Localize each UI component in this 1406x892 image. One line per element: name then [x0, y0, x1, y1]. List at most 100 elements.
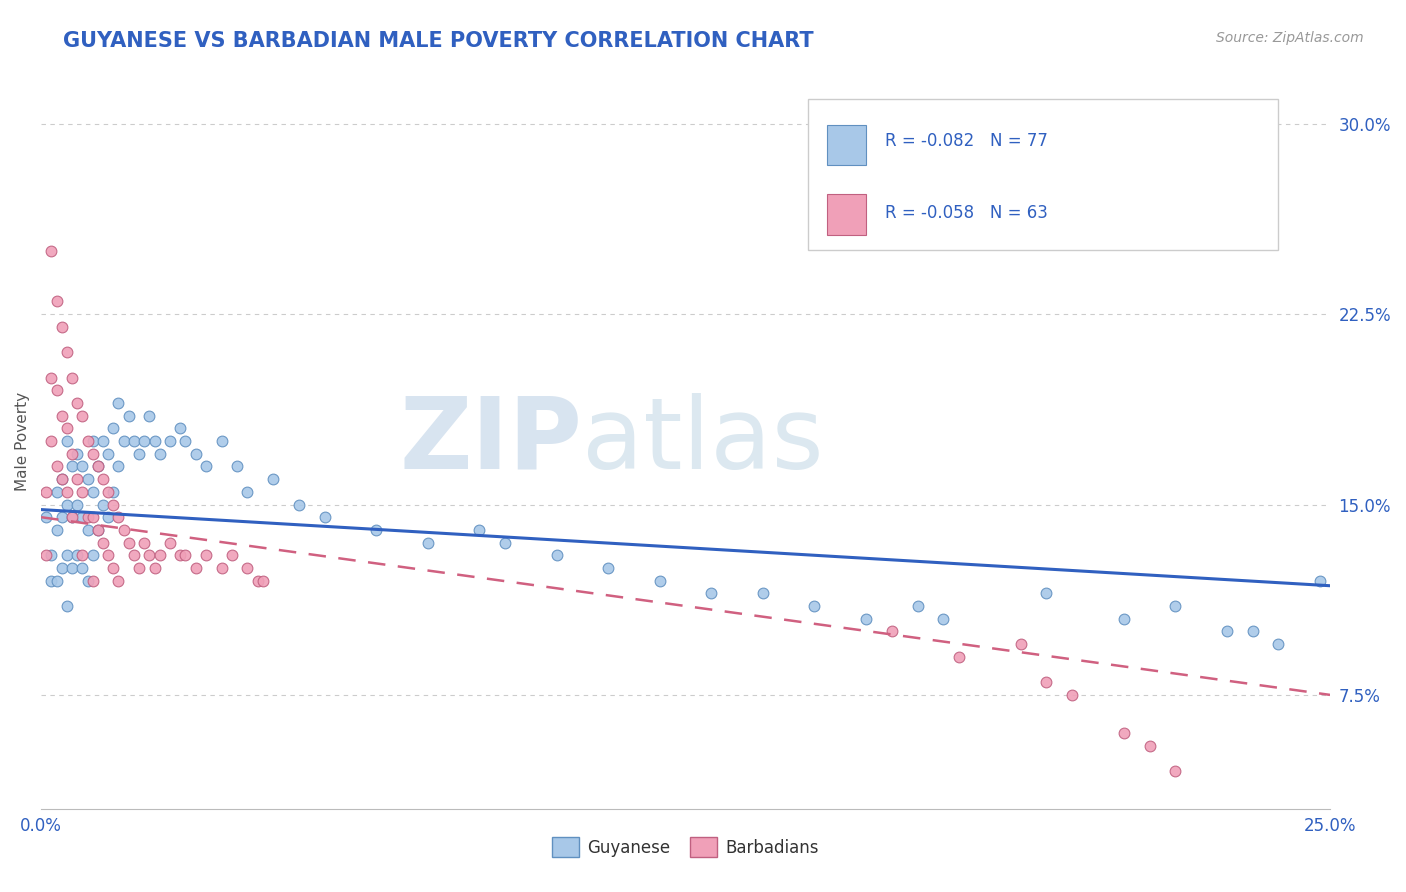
Point: [366, 523, 388, 537]
Point: [226, 459, 249, 474]
Point: [51, 472, 73, 486]
Point: [184, 447, 207, 461]
Point: [41, 370, 63, 384]
Point: [134, 434, 156, 448]
Point: [51, 510, 73, 524]
Point: [87, 523, 110, 537]
Point: [314, 510, 336, 524]
Point: [82, 510, 104, 524]
Point: [91, 434, 114, 448]
Point: [87, 459, 110, 474]
Point: [72, 484, 94, 499]
Point: [236, 561, 259, 575]
Point: [97, 549, 120, 563]
Point: [66, 472, 89, 486]
Point: [1216, 624, 1239, 639]
Point: [76, 523, 98, 537]
Point: [112, 523, 135, 537]
Point: [35, 484, 58, 499]
FancyBboxPatch shape: [827, 125, 866, 165]
Point: [174, 434, 197, 448]
Point: [51, 561, 73, 575]
Point: [184, 561, 207, 575]
Point: [118, 535, 141, 549]
Point: [60, 561, 83, 575]
Point: [1164, 764, 1187, 778]
Point: [103, 484, 125, 499]
Point: [262, 472, 284, 486]
Point: [416, 535, 439, 549]
Point: [236, 484, 259, 499]
Point: [169, 421, 191, 435]
Point: [72, 561, 94, 575]
Point: [76, 434, 98, 448]
Point: [103, 421, 125, 435]
Point: [1112, 726, 1135, 740]
Point: [45, 484, 67, 499]
Point: [169, 549, 191, 563]
Point: [56, 599, 79, 613]
Point: [45, 294, 67, 309]
Point: [1062, 688, 1084, 702]
Y-axis label: Male Poverty: Male Poverty: [15, 392, 30, 491]
Point: [82, 434, 104, 448]
Point: [1309, 574, 1331, 588]
Point: [107, 574, 129, 588]
Point: [107, 396, 129, 410]
Text: Source: ZipAtlas.com: Source: ZipAtlas.com: [1216, 31, 1364, 45]
Point: [45, 459, 67, 474]
Point: [76, 574, 98, 588]
Point: [60, 510, 83, 524]
Point: [195, 549, 218, 563]
Point: [56, 549, 79, 563]
Point: [41, 549, 63, 563]
Point: [803, 599, 825, 613]
Point: [134, 535, 156, 549]
Point: [76, 510, 98, 524]
Point: [72, 459, 94, 474]
Point: [288, 498, 311, 512]
Point: [87, 459, 110, 474]
Point: [45, 523, 67, 537]
Point: [118, 409, 141, 423]
Point: [51, 472, 73, 486]
Point: [56, 421, 79, 435]
Point: [1139, 739, 1161, 753]
Point: [1241, 624, 1264, 639]
FancyBboxPatch shape: [808, 99, 1278, 250]
Legend: Guyanese, Barbadians: Guyanese, Barbadians: [546, 830, 825, 863]
Point: [122, 434, 145, 448]
Point: [51, 319, 73, 334]
Point: [103, 498, 125, 512]
Point: [56, 434, 79, 448]
Point: [149, 549, 172, 563]
Point: [56, 345, 79, 359]
Text: atlas: atlas: [582, 392, 824, 490]
Point: [1164, 599, 1187, 613]
Point: [56, 498, 79, 512]
Point: [143, 434, 166, 448]
Point: [72, 409, 94, 423]
Point: [82, 574, 104, 588]
Point: [66, 447, 89, 461]
Point: [1035, 675, 1057, 690]
Point: [1267, 637, 1289, 651]
Point: [159, 535, 181, 549]
Point: [91, 498, 114, 512]
Point: [546, 549, 568, 563]
Point: [97, 510, 120, 524]
Point: [72, 510, 94, 524]
Point: [82, 549, 104, 563]
Point: [41, 434, 63, 448]
Point: [128, 561, 150, 575]
Point: [138, 409, 160, 423]
Point: [598, 561, 620, 575]
Point: [41, 574, 63, 588]
Point: [252, 574, 274, 588]
Point: [211, 561, 233, 575]
Point: [122, 549, 145, 563]
Point: [468, 523, 491, 537]
Point: [103, 561, 125, 575]
Point: [35, 510, 58, 524]
Point: [97, 484, 120, 499]
